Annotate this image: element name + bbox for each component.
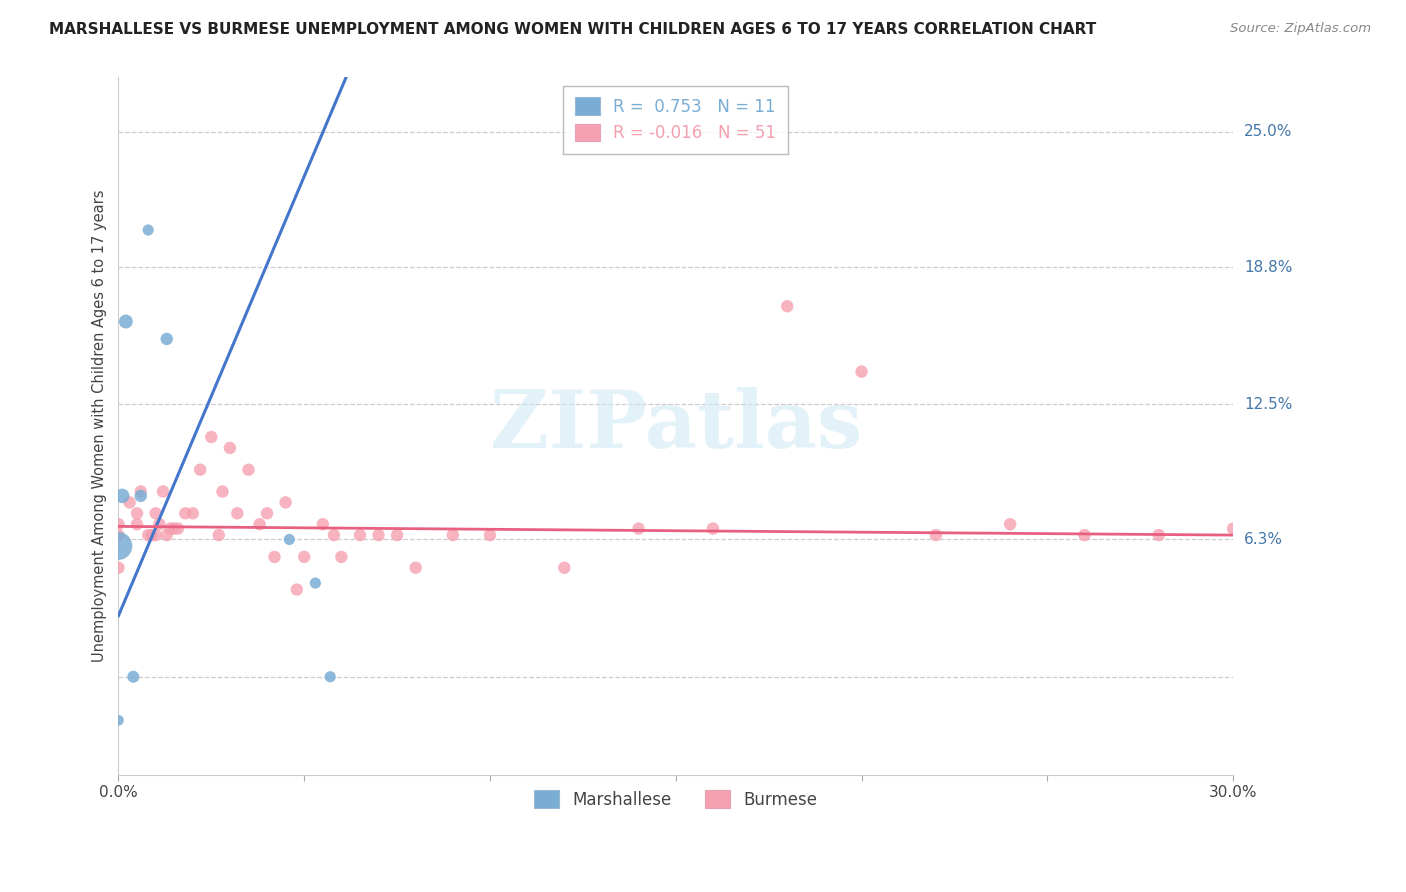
Point xyxy=(219,441,242,455)
Y-axis label: Unemployment Among Women with Children Ages 6 to 17 years: Unemployment Among Women with Children A… xyxy=(93,190,107,663)
Point xyxy=(1147,528,1170,542)
Point xyxy=(174,506,197,520)
Point xyxy=(553,561,575,575)
Point xyxy=(163,522,186,536)
Point xyxy=(125,506,148,520)
Point xyxy=(156,332,179,346)
Point xyxy=(285,582,308,597)
Point xyxy=(122,670,145,684)
Point xyxy=(479,528,502,542)
Point xyxy=(776,299,799,313)
Text: 25.0%: 25.0% xyxy=(1244,124,1292,139)
Text: Source: ZipAtlas.com: Source: ZipAtlas.com xyxy=(1230,22,1371,36)
Point xyxy=(125,517,148,532)
Legend: Marshallese, Burmese: Marshallese, Burmese xyxy=(527,784,824,815)
Point xyxy=(118,495,141,509)
Point xyxy=(159,522,181,536)
Point xyxy=(188,463,211,477)
Point xyxy=(145,528,167,542)
Point xyxy=(304,576,326,591)
Point xyxy=(249,517,271,532)
Point xyxy=(1073,528,1095,542)
Point xyxy=(627,522,650,536)
Point xyxy=(136,223,159,237)
Point xyxy=(107,517,129,532)
Text: 12.5%: 12.5% xyxy=(1244,397,1292,412)
Point xyxy=(263,549,285,564)
Point xyxy=(1222,522,1244,536)
Point xyxy=(441,528,464,542)
Text: ZIPatlas: ZIPatlas xyxy=(489,387,862,465)
Point xyxy=(145,506,167,520)
Point xyxy=(107,528,129,542)
Point xyxy=(925,528,948,542)
Text: MARSHALLESE VS BURMESE UNEMPLOYMENT AMONG WOMEN WITH CHILDREN AGES 6 TO 17 YEARS: MARSHALLESE VS BURMESE UNEMPLOYMENT AMON… xyxy=(49,22,1097,37)
Point xyxy=(167,522,190,536)
Point xyxy=(200,430,222,444)
Point xyxy=(312,517,335,532)
Text: 18.8%: 18.8% xyxy=(1244,260,1292,275)
Point xyxy=(349,528,371,542)
Point xyxy=(107,561,129,575)
Point xyxy=(274,495,297,509)
Point xyxy=(405,561,427,575)
Point xyxy=(141,528,163,542)
Point xyxy=(181,506,204,520)
Point xyxy=(278,533,301,547)
Point xyxy=(702,522,724,536)
Point xyxy=(226,506,249,520)
Point xyxy=(256,506,278,520)
Point xyxy=(152,484,174,499)
Point xyxy=(115,314,138,328)
Point xyxy=(211,484,233,499)
Point xyxy=(319,670,342,684)
Point xyxy=(330,549,353,564)
Point xyxy=(998,517,1021,532)
Point xyxy=(323,528,346,542)
Point xyxy=(148,517,170,532)
Point xyxy=(208,528,231,542)
Point xyxy=(156,528,179,542)
Point xyxy=(136,528,159,542)
Point xyxy=(292,549,315,564)
Point xyxy=(385,528,408,542)
Point xyxy=(238,463,260,477)
Point xyxy=(111,489,134,503)
Point xyxy=(129,484,152,499)
Text: 6.3%: 6.3% xyxy=(1244,532,1284,547)
Point xyxy=(851,365,873,379)
Point xyxy=(367,528,389,542)
Point xyxy=(107,714,129,728)
Point xyxy=(107,539,129,553)
Point xyxy=(129,489,152,503)
